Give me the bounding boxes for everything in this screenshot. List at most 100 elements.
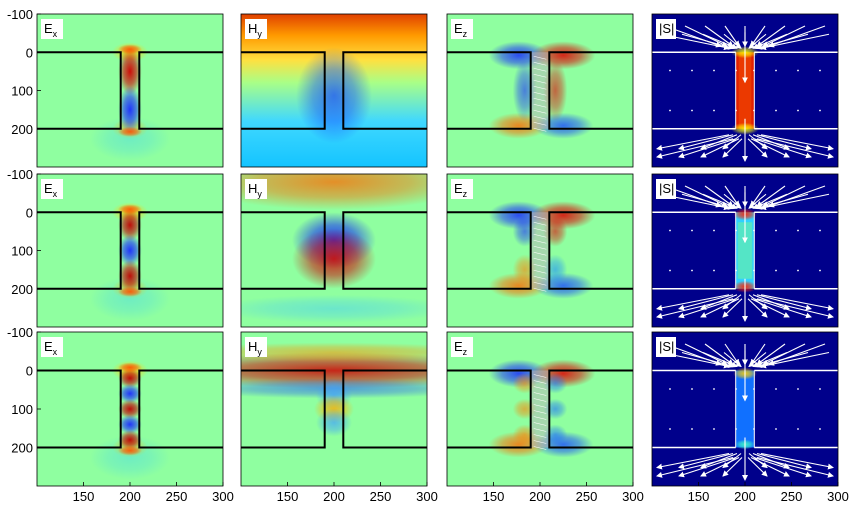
panel-label-sub: z [463,29,468,39]
panel-label: Ez [451,179,473,199]
x-tick-label: 250 [781,489,803,504]
x-tick-label: 300 [416,489,438,504]
panel-ex-mode-3: Ex [37,332,223,486]
poynting-arrow [819,388,821,390]
slit-vector [533,398,547,402]
poynting-arrow [756,294,812,311]
panel-label-sub: x [53,29,58,39]
panel-label-sub: x [53,189,58,199]
slit-vector [533,109,547,114]
panel-label: |S| [656,19,676,39]
poynting-arrow [753,298,812,319]
poynting-arrow [753,388,755,390]
poynting-arrow [678,456,737,478]
aperture-glow [118,286,142,297]
slit-vector [533,91,547,96]
slit-vector [533,287,547,292]
panel-hy-mode-3: Hy [241,332,427,486]
poynting-arrow [735,388,737,390]
poynting-arrow [797,109,799,112]
poynting-arrow [704,185,734,207]
poynting-arrow [691,229,693,232]
poynting-arrow [681,193,734,210]
poynting-arrow [691,388,693,390]
slit-vector-field [531,370,549,448]
panel-frame [651,13,839,168]
x-tick-label: 200 [119,489,141,504]
poynting-arrow [735,428,737,430]
slit-vector [533,233,547,238]
poynting-arrow [775,229,777,232]
poynting-arrow [797,428,799,430]
poynting-arrow [678,138,737,159]
y-tick-label: 100 [11,402,33,417]
slit-vector [533,85,547,90]
panel-label: Hy [245,179,267,199]
panel-ez-mode-2: Ez [447,174,633,327]
field-lobe [118,209,142,241]
panel-label: Ez [451,337,473,357]
poynting-arrow [735,269,737,272]
poynting-arrow [702,193,738,210]
panel-label-text: |S| [659,21,674,36]
poynting-arrow [723,33,742,49]
slit-vector [533,281,547,286]
poynting-arrow [722,453,742,469]
x-tick-label: 300 [827,489,849,504]
poynting-arrow [747,138,768,158]
slit-wall-right [548,211,633,290]
slit-vector [533,67,547,72]
slit-vector [533,269,547,274]
slit-vector [533,227,547,232]
panel-label-sub: x [53,347,58,357]
slit-vector [533,380,547,384]
panel-label-box [451,179,473,199]
poynting-arrow [775,428,777,430]
poynting-arrow [681,33,734,50]
slit-vector [533,374,547,378]
slit-wall-left [37,369,122,449]
panel-label-sub: y [257,29,262,39]
panel-frame [240,173,428,328]
slit-wall-right [138,211,223,290]
x-tick-label: 150 [688,489,710,504]
poynting-arrow [797,69,799,72]
poynting-arrow [713,229,715,232]
panel-label-main: E [454,181,463,196]
slit-vector [533,221,547,226]
slit-vector [533,392,547,396]
poynting-arrow [748,352,767,368]
x-tick-label: 150 [73,489,95,504]
panel-label-text: Hy [248,339,262,357]
x-tick-label: 250 [576,489,598,504]
slit-vector [533,245,547,250]
poynting-arrow [760,134,834,151]
field-lobe [296,47,372,144]
poynting-arrow [819,229,821,232]
poynting-arrow [756,25,786,47]
aperture-glow [118,126,142,137]
field-lobe [241,174,427,210]
slit-vector [533,115,547,120]
power-channel-core [737,222,753,279]
y-tick-label: 0 [26,45,33,60]
panel-label: Hy [245,19,267,39]
y-tick-label: -100 [7,167,33,182]
y-tick-label: -100 [7,7,33,22]
slit-vector [533,61,547,66]
poynting-arrow [748,33,767,49]
slit-vector [533,97,547,102]
panel-label-main: E [44,21,53,36]
poynting-arrow [753,428,755,430]
panel-label-box [41,179,63,199]
poynting-arrow [747,457,768,477]
poynting-arrow [723,193,742,209]
panel-ex-mode-2: Ex [37,174,223,327]
panel-label-main: |S| [659,181,674,196]
panel-label-box [245,179,267,199]
panel-label-sub: z [463,189,468,199]
slit-wall-right [342,369,427,449]
panel-label-text: Ex [44,181,58,199]
x-tick-label: 200 [529,489,551,504]
slit-vector [533,440,547,444]
